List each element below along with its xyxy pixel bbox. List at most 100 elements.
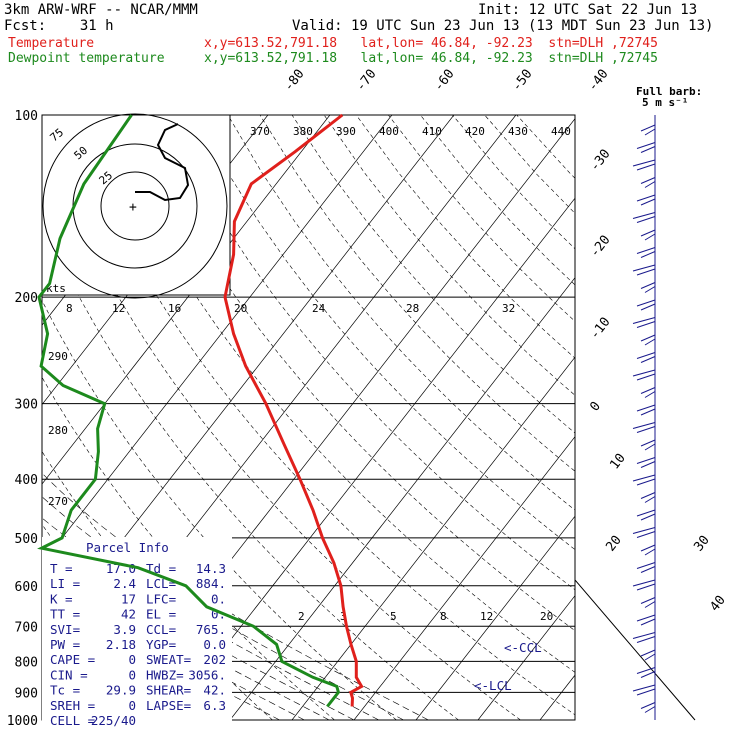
wind-barb <box>640 251 656 258</box>
temperature-location: x,y=613.52,791.18 lat,lon= 46.84, -92.23… <box>204 36 658 51</box>
parcel-info-value: 202 <box>203 652 226 667</box>
theta-label: 390 <box>336 125 356 138</box>
forecast-hour: Fcst: 31 h <box>4 18 114 34</box>
parcel-info-key: EL = <box>146 607 176 622</box>
theta-label: 380 <box>293 125 313 138</box>
pressure-tick-label: 300 <box>15 398 38 413</box>
wind-barb <box>632 159 656 167</box>
wind-barb <box>644 548 656 556</box>
parcel-info-value: 6.3 <box>203 698 226 713</box>
wind-barb <box>632 317 656 324</box>
theta-side-label: 290 <box>48 350 68 363</box>
theta-label: 410 <box>422 125 442 138</box>
dry-adiabat <box>452 115 575 250</box>
isotherm-label: -50 <box>509 67 535 95</box>
theta-label: 440 <box>551 125 571 138</box>
wind-barb <box>632 684 656 692</box>
isotherm-line <box>167 197 575 720</box>
dry-adiabat <box>484 115 575 214</box>
parcel-info-key: CELL = <box>50 713 95 728</box>
parcel-info-key: Tc = <box>50 683 80 698</box>
temperature-line <box>223 113 364 707</box>
parcel-info-key: SHEAR= <box>146 683 191 698</box>
mixing-ratio-label: 20 <box>540 610 553 623</box>
parcel-info-key: LI = <box>50 576 80 591</box>
wind-barb <box>640 303 656 311</box>
isotherm-line <box>477 595 575 720</box>
wind-barb <box>640 387 656 394</box>
isotherm-label: -30 <box>587 147 613 175</box>
parcel-info-key: LAPSE= <box>146 698 191 713</box>
parcel-info-key: YGP= <box>146 637 176 652</box>
wind-barb <box>636 142 656 149</box>
theta-side-label: 270 <box>48 495 68 508</box>
wind-barb <box>640 198 656 206</box>
wind-barb <box>632 264 656 272</box>
wind-barb <box>640 649 656 657</box>
wind-barb <box>640 177 656 184</box>
wind-barb <box>640 566 656 573</box>
parcel-info-value: 42 <box>121 607 136 622</box>
pressure-tick-label: 700 <box>15 620 38 635</box>
parcel-info-key: TT = <box>50 607 80 622</box>
wind-barb <box>636 321 656 328</box>
isotherm-label: -70 <box>353 67 379 95</box>
hodograph-center: + <box>129 200 137 215</box>
parcel-info-title: Parcel Info <box>86 540 169 555</box>
dewpoint-line <box>37 114 341 708</box>
parcel-info-value: 884. <box>196 576 226 591</box>
theta-side-label: 280 <box>48 424 68 437</box>
pressure-tick-label: 800 <box>15 655 38 670</box>
wind-barb <box>640 618 656 626</box>
wind-barb <box>640 671 656 678</box>
isotherm-label: 0 <box>587 399 604 414</box>
moist-adiabat-label: 8 <box>66 302 73 315</box>
dry-adiabat <box>323 115 575 396</box>
dry-adiabat <box>163 115 575 591</box>
parcel-info-key: LFC= <box>146 591 176 606</box>
wind-barb <box>636 426 656 433</box>
wind-barb <box>640 513 656 521</box>
wind-barb <box>640 439 656 447</box>
parcel-info-key: SWEAT= <box>146 652 191 667</box>
dry-adiabat <box>355 115 575 359</box>
hodograph-ring <box>42 113 228 299</box>
wind-barb <box>632 369 656 377</box>
dry-adiabat <box>131 115 575 631</box>
isotherm-label: 20 <box>603 533 624 555</box>
isotherm-line <box>353 436 575 720</box>
parcel-info-value: 0 <box>128 698 136 713</box>
dry-adiabat <box>388 115 575 322</box>
dry-adiabat <box>42 219 459 720</box>
wind-barb <box>640 461 656 468</box>
moist-adiabat-label: 32 <box>502 302 515 315</box>
theta-label: 420 <box>465 125 485 138</box>
dry-adiabat <box>67 115 575 716</box>
dry-adiabat <box>420 115 575 286</box>
dry-adiabat <box>99 115 575 673</box>
wind-barb <box>636 509 656 517</box>
isotherm-label: -60 <box>431 67 457 95</box>
wind-barb <box>636 614 656 622</box>
parcel-info-key: CAPE = <box>50 652 95 667</box>
wind-barb <box>636 636 656 643</box>
wind-barb <box>636 268 656 276</box>
wind-barb <box>636 667 656 674</box>
wind-barb <box>636 163 656 171</box>
dewpoint-location: x,y=613.52,791.18 lat,lon= 46.84, -92.23… <box>204 51 658 66</box>
isotherm-label: -40 <box>585 67 611 95</box>
parcel-info-value: 0 <box>128 652 136 667</box>
wind-barb <box>640 282 656 289</box>
isotherm-line <box>539 674 575 720</box>
wind-barb <box>636 373 656 381</box>
wind-barb <box>640 702 656 709</box>
wind-barb <box>636 531 656 538</box>
wind-barb <box>636 404 656 412</box>
wind-barb <box>644 233 656 241</box>
lcl-annotation: <-LCL <box>474 678 512 693</box>
wind-barb <box>644 496 656 503</box>
wind-barb <box>644 391 656 398</box>
wind-barb <box>640 356 656 363</box>
wind-barb <box>636 299 656 307</box>
